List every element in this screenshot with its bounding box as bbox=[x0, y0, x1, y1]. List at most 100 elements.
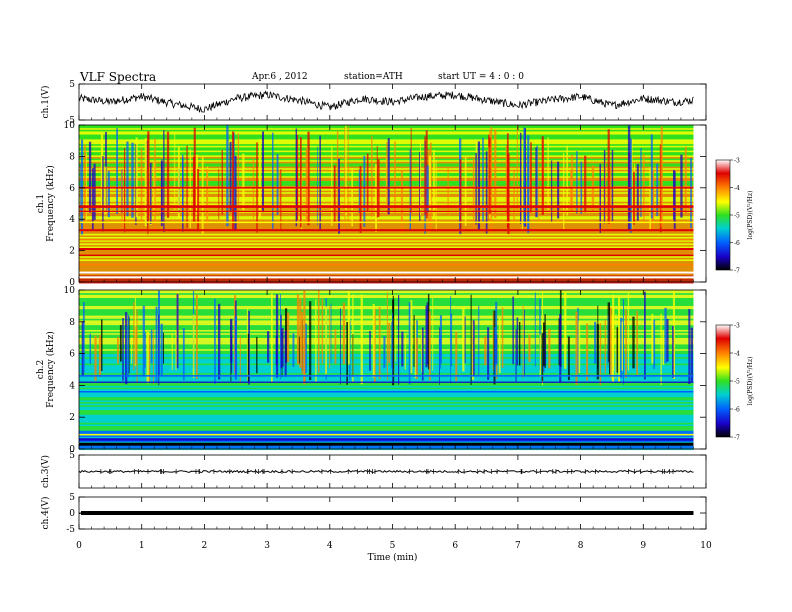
ch1-spectrogram-band bbox=[79, 153, 694, 156]
ch1-spectrogram-colorbar-tick-label: -5 bbox=[734, 213, 740, 220]
ch2-spectrogram-streak bbox=[545, 332, 547, 366]
ch1-spectrogram-ylabel: ch.1 Frequency (kHz) bbox=[36, 165, 56, 242]
ch2-spectrogram-streak bbox=[512, 296, 514, 365]
ch2-spectrogram-band bbox=[79, 349, 694, 351]
ch2-spectrogram-streak bbox=[325, 306, 327, 375]
ch2-spectrogram-band bbox=[79, 317, 694, 319]
ch2-spectrogram-streak bbox=[163, 332, 164, 364]
ch2-spectrogram-streak bbox=[534, 292, 536, 367]
ch2-spectrogram-streak bbox=[432, 298, 434, 371]
ch2-spectrogram-streak bbox=[564, 292, 567, 369]
ch1-spectrogram-ytick-label: 4 bbox=[69, 215, 75, 225]
ch2-spectrogram-streak bbox=[131, 337, 133, 364]
ch1-spectrogram-line-emission bbox=[79, 210, 694, 213]
ch1-spectrogram-streak bbox=[609, 167, 612, 231]
ch2-spectrogram-band bbox=[79, 373, 694, 375]
ch1-spectrogram-line-emission bbox=[79, 238, 694, 241]
ch2-spectrogram-streak bbox=[621, 322, 623, 371]
ch2-spectrogram-streak bbox=[516, 317, 519, 366]
ch2-spectrogram-streak bbox=[539, 298, 541, 371]
ch1-spectrogram-streak bbox=[232, 131, 234, 232]
ch1-spectrogram-streak bbox=[563, 152, 565, 230]
ch2-spectrogram-streak bbox=[81, 321, 84, 376]
ch2-spectrogram-band bbox=[79, 306, 694, 308]
ch1-spectrogram-band bbox=[79, 219, 694, 222]
ch2-spectrogram-streak bbox=[287, 312, 290, 363]
ch1-spectrogram-streak bbox=[604, 162, 606, 228]
ch1-spectrogram-streak bbox=[488, 137, 491, 215]
ch1-spectrogram-streak bbox=[366, 153, 369, 212]
ch2-spectrogram-band bbox=[79, 430, 694, 433]
ch1-spectrogram-band bbox=[79, 273, 694, 276]
ch2-spectrogram-band bbox=[79, 312, 694, 315]
ch1-spectrogram-streak bbox=[147, 131, 150, 221]
ch1-spectrogram-band bbox=[79, 133, 694, 135]
ch2-spectrogram-streak bbox=[410, 300, 413, 374]
ch1-spectrogram-streak bbox=[684, 146, 687, 213]
ch1-spectrogram-streak bbox=[426, 165, 429, 213]
ch2-spectrogram-band bbox=[79, 346, 694, 348]
ch1-spectrogram-streak bbox=[317, 146, 318, 226]
ch2-spectrogram-band bbox=[79, 389, 694, 391]
ch2-spectrogram-streak bbox=[303, 290, 306, 385]
ch1-spectrogram-streak bbox=[464, 156, 467, 226]
ch2-spectrogram-streak bbox=[398, 295, 400, 385]
x-tick-label: 0 bbox=[76, 541, 82, 551]
ch2-spectrogram-streak bbox=[524, 309, 525, 376]
ch1-spectrogram-streak bbox=[690, 158, 692, 229]
ch2-spectrogram-band bbox=[79, 408, 694, 411]
ch2-spectrogram-streak bbox=[644, 291, 646, 380]
ch1-spectrogram-streak bbox=[521, 147, 523, 231]
ch2-spectrogram-band bbox=[79, 333, 694, 335]
ch3-waveform-ytick-label: 5 bbox=[69, 451, 75, 461]
ch2-spectrogram-band bbox=[79, 344, 694, 347]
ch2-spectrogram-band bbox=[79, 426, 694, 428]
ch2-spectrogram-streak bbox=[281, 328, 284, 368]
ch1-spectrogram-band bbox=[79, 270, 694, 273]
ch1-spectrogram-line-emission bbox=[79, 229, 694, 232]
ch2-spectrogram-band bbox=[79, 418, 694, 420]
ch1-spectrogram-streak bbox=[146, 169, 148, 220]
ch1-spectrogram-streak bbox=[541, 136, 544, 215]
ch2-spectrogram-streak bbox=[256, 336, 258, 374]
ch2-spectrogram-streak bbox=[484, 336, 487, 366]
ch2-spectrogram-streak bbox=[495, 301, 498, 366]
ch2-spectrogram-band bbox=[79, 435, 694, 438]
ch2-spectrogram-streak bbox=[239, 335, 241, 384]
ch2-spectrogram-streak bbox=[627, 293, 630, 371]
ch2-spectrogram-streak bbox=[280, 294, 281, 380]
ch1-spectrogram-streak bbox=[475, 152, 477, 225]
ch2-spectrogram-streak bbox=[413, 315, 415, 367]
ch1-spectrogram-streak bbox=[295, 128, 297, 227]
ch2-spectrogram-streak bbox=[548, 328, 551, 369]
ch2-spectrogram-band bbox=[79, 341, 694, 343]
ch1-spectrogram-band bbox=[79, 217, 694, 220]
ch2-spectrogram-streak bbox=[494, 327, 496, 377]
ch1-spectrogram-streak bbox=[135, 137, 138, 218]
ch2-spectrogram-streak bbox=[604, 319, 606, 374]
ch1-spectrogram-band bbox=[79, 131, 694, 134]
ch2-spectrogram-band bbox=[79, 398, 694, 401]
ch1-spectrogram-streak bbox=[447, 168, 449, 216]
ch2-spectrogram-line-emission bbox=[79, 433, 694, 436]
ch2-spectrogram-streak bbox=[487, 327, 490, 380]
ch2-spectrogram-band bbox=[79, 358, 694, 361]
x-tick-label: 7 bbox=[515, 541, 521, 551]
ch1-spectrogram-streak bbox=[656, 163, 659, 217]
ch2-spectrogram-streak bbox=[672, 325, 674, 378]
ch1-spectrogram-streak bbox=[276, 154, 279, 215]
ch2-spectrogram-streak bbox=[135, 326, 137, 365]
ch2-spectrogram-streak bbox=[586, 323, 589, 381]
ch1-spectrogram-streak bbox=[140, 148, 143, 221]
ch2-spectrogram-band bbox=[79, 294, 694, 297]
ch2-spectrogram-streak bbox=[369, 330, 371, 371]
ch1-spectrogram-streak bbox=[279, 169, 281, 215]
ch2-spectrogram-band bbox=[79, 397, 694, 399]
ch2-spectrogram-streak bbox=[528, 334, 531, 362]
ch1-spectrogram-streak bbox=[154, 138, 156, 232]
ch2-spectrogram-streak bbox=[347, 290, 350, 365]
ch2-spectrogram-band bbox=[79, 309, 694, 311]
ch1-spectrogram-colorbar-label: log(PSD)(V²/Hz) bbox=[747, 191, 754, 240]
ch2-spectrogram-streak bbox=[334, 329, 337, 364]
ch1-spectrogram-band bbox=[79, 262, 694, 265]
